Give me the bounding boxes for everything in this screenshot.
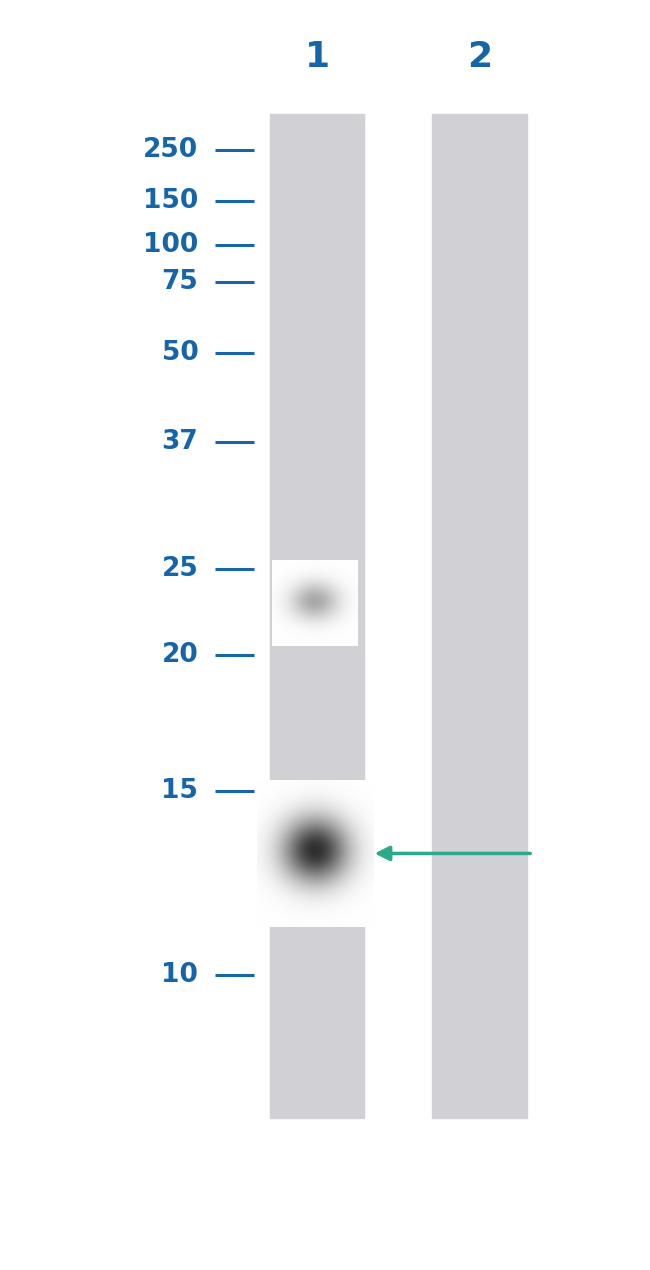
Text: 100: 100 [143,232,198,258]
Text: 10: 10 [161,963,198,988]
Bar [270,114,364,1118]
Text: 25: 25 [161,556,198,582]
Text: 250: 250 [143,137,198,163]
Text: 20: 20 [161,643,198,668]
Bar [432,114,526,1118]
Text: 75: 75 [161,269,198,295]
Text: 50: 50 [161,340,198,366]
Text: 2: 2 [467,41,492,74]
Text: 15: 15 [161,779,198,804]
Text: 37: 37 [161,429,198,455]
Text: 150: 150 [143,188,198,213]
Text: 1: 1 [305,41,330,74]
